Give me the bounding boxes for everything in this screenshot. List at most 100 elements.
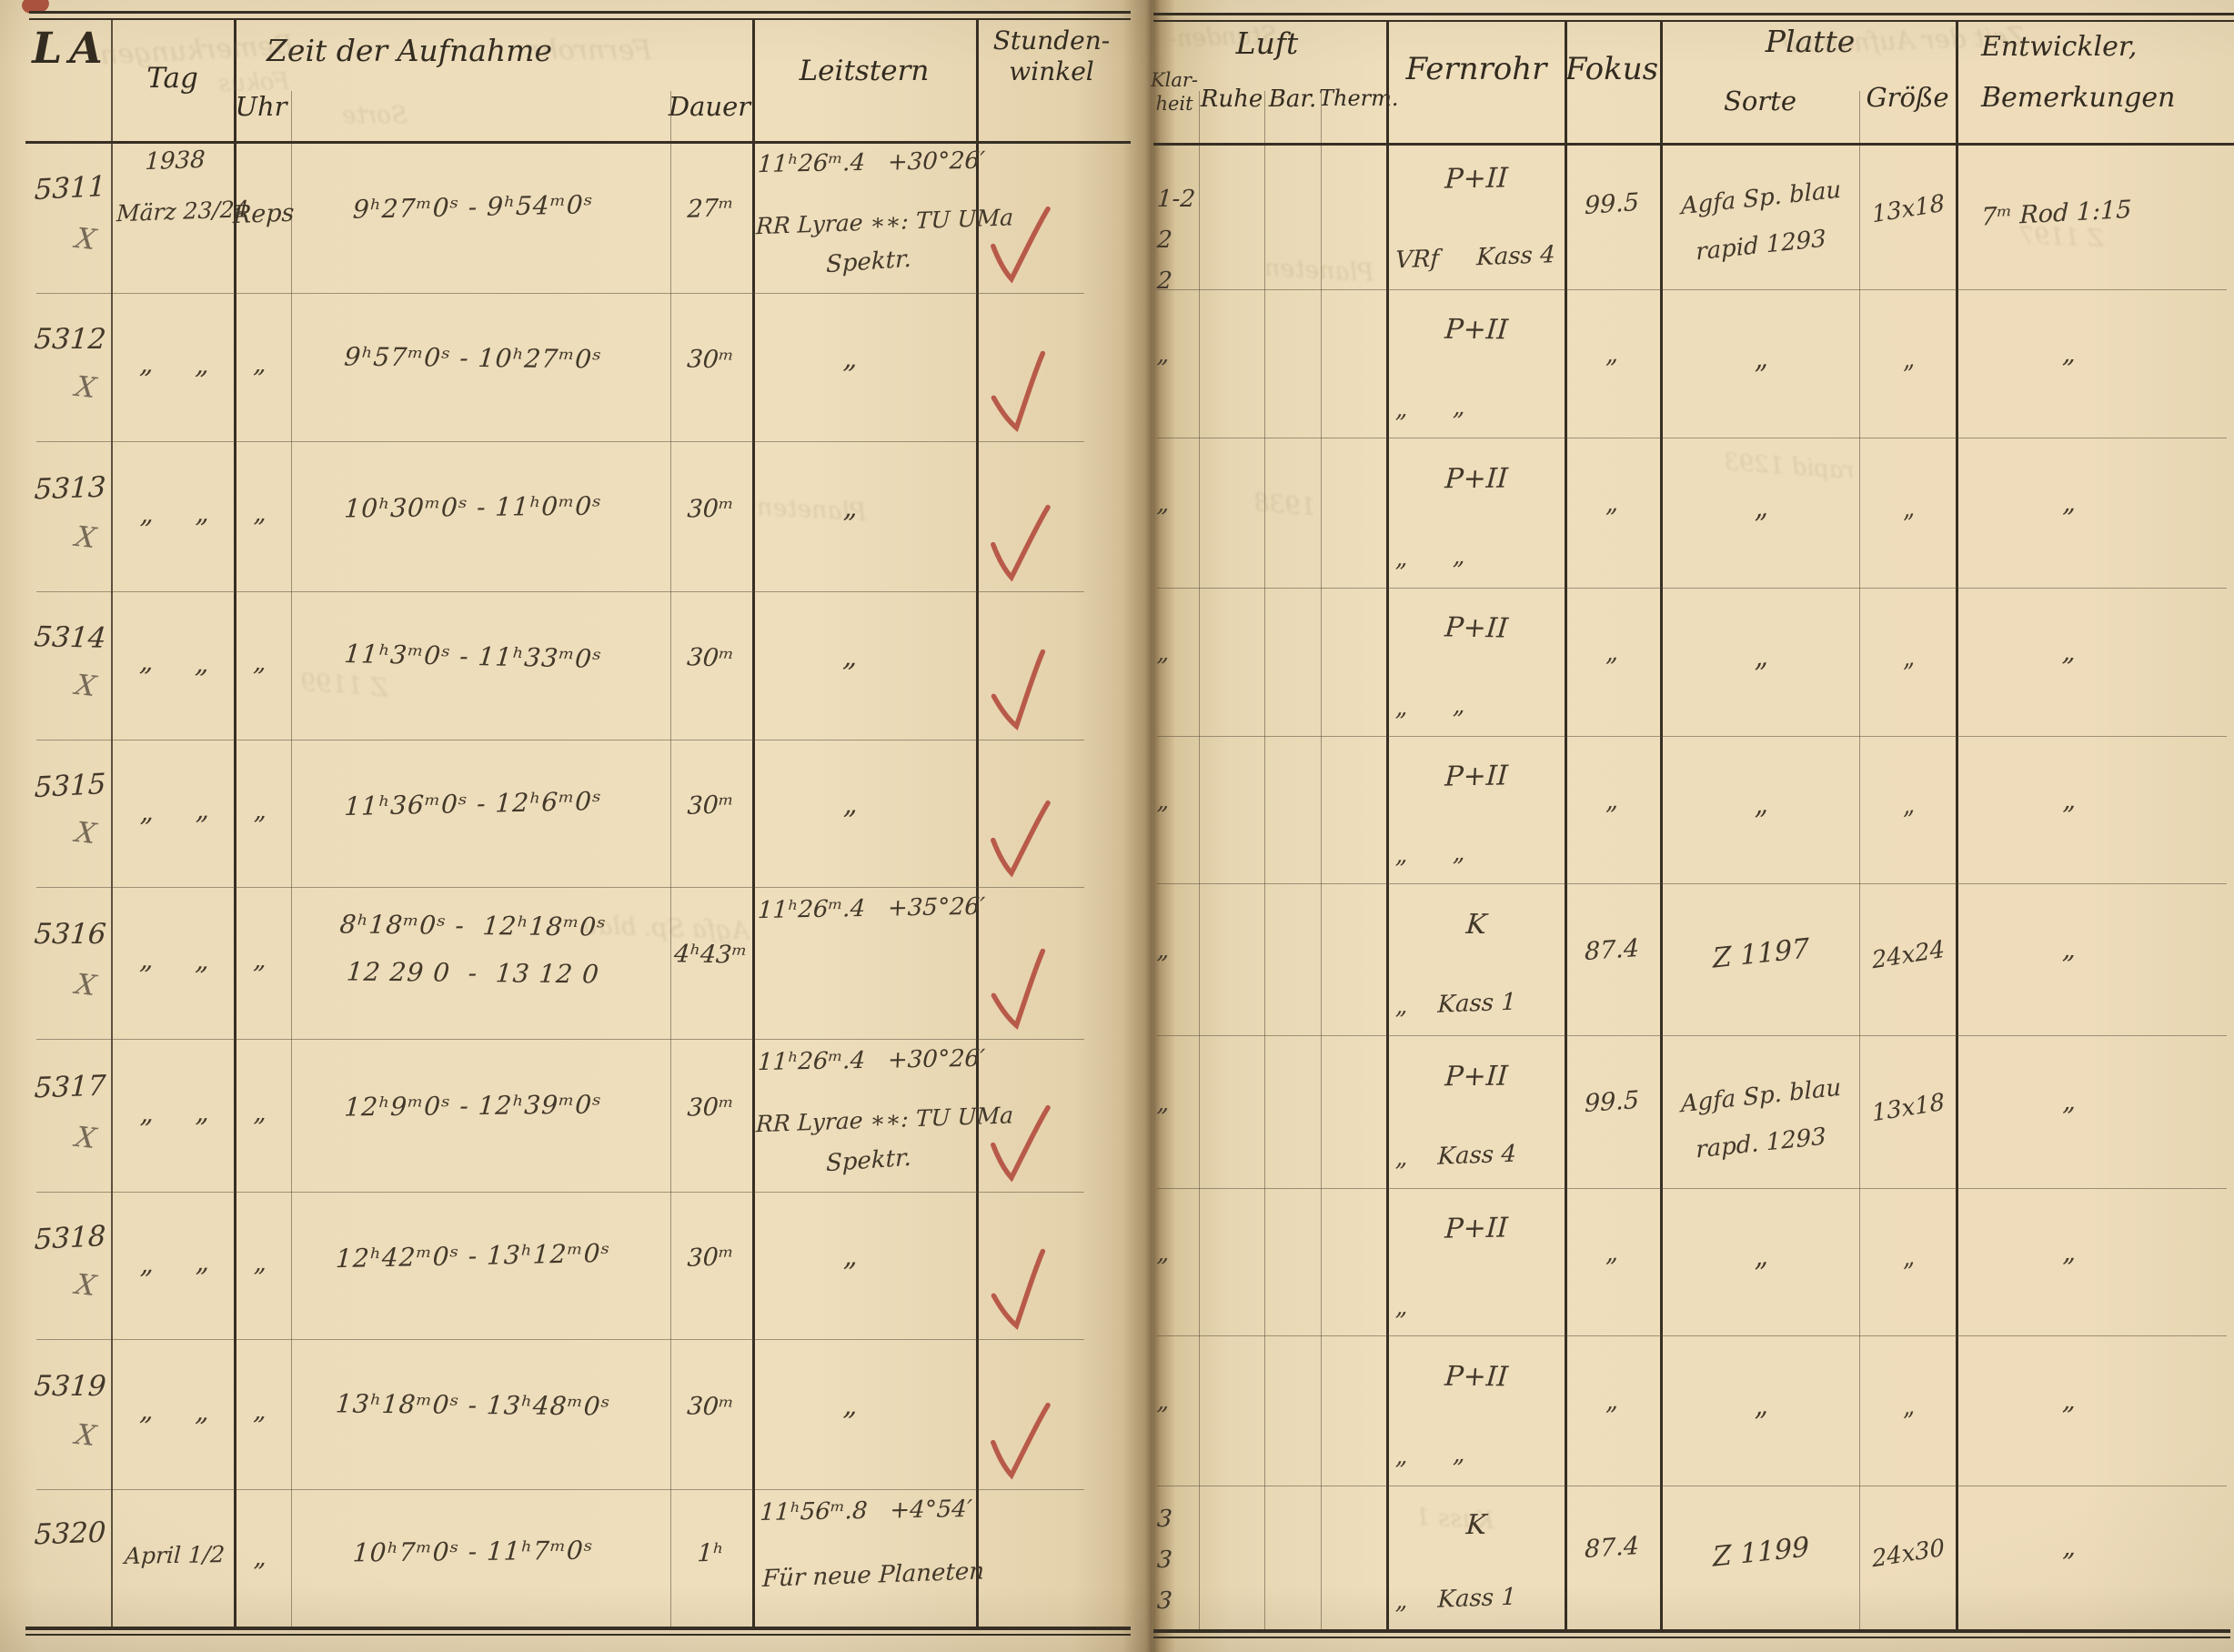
right-page <box>1153 0 2234 1652</box>
column-header-zeit-der-aufnahme: Zeit der Aufnahme <box>267 33 552 68</box>
table-rule <box>1199 91 1200 1631</box>
row-5318-fokus: „ <box>1605 1238 1618 1268</box>
row-5315-leitstern-ditto: „ <box>842 788 859 821</box>
row-5319-leitstern-ditto: „ <box>841 1389 860 1422</box>
row-5316-fokus: 87.4 <box>1585 933 1639 966</box>
row-5313-fernrohr: P+II <box>1444 462 1509 496</box>
row-5316-checkmark-icon <box>981 943 1055 1036</box>
bleed-through-text: Z 1199 <box>299 668 389 703</box>
row-5311-checkmark-icon <box>982 198 1054 289</box>
row-5316-dauer: 4ʰ43ᵐ <box>672 940 749 971</box>
row-5317-number: 5317 <box>33 1069 107 1105</box>
row-5312-x-mark: X <box>73 370 99 405</box>
row-5315-klarheit-1: „ <box>1156 788 1171 816</box>
table-rule <box>1386 22 1389 1631</box>
row-5316-zeit-1: 8ʰ18ᵐ0ˢ - 12ʰ18ᵐ0ˢ <box>338 909 608 942</box>
row-5314-checkmark-icon <box>981 644 1055 737</box>
bleed-through-text: Stunden- <box>1168 21 1278 54</box>
row-5313-zeit-1: 10ʰ30ᵐ0ˢ - 11ʰ0ᵐ0ˢ <box>343 490 603 524</box>
row-5318-tag: „ „ <box>139 1245 210 1280</box>
row-5314-uhr: „ <box>252 649 268 678</box>
row-5311-tag: März 23/24 <box>116 196 250 227</box>
column-header-leitstern: Leitstern <box>799 55 930 87</box>
table-rule <box>36 1489 1084 1491</box>
row-5318-klarheit-1: „ <box>1156 1240 1171 1268</box>
row-5314-klarheit-1: „ <box>1156 640 1171 668</box>
table-rule <box>1153 1637 2230 1638</box>
row-5312-tag: „ „ <box>138 348 211 380</box>
table-rule <box>976 20 979 1628</box>
row-5317-uhr: „ <box>253 1098 267 1127</box>
table-rule <box>36 441 1084 443</box>
column-header-dauer: Dauer <box>668 91 751 122</box>
table-rule <box>670 91 671 1628</box>
table-rule <box>36 1192 1084 1194</box>
table-rule <box>1153 1629 2230 1633</box>
table-rule <box>1157 736 2227 738</box>
row-5316-number: 5316 <box>33 918 107 952</box>
row-5319-dauer: 30ᵐ <box>686 1392 735 1422</box>
row-5311-x-mark: X <box>73 222 99 257</box>
table-rule <box>1153 20 2234 22</box>
row-5319-tag: „ „ <box>138 1395 211 1427</box>
row-5317-klarheit-1: „ <box>1156 1089 1171 1117</box>
row-5317-x-mark: X <box>73 1121 99 1155</box>
row-5313-tag: „ „ <box>139 497 210 529</box>
column-header-therm: Therm. <box>1319 86 1399 111</box>
row-5316-fernrohr-cassette: „ Kass 1 <box>1394 988 1517 1020</box>
table-rule <box>1565 22 1567 1631</box>
row-5315-number: 5315 <box>34 767 106 804</box>
row-5315-dauer: 30ᵐ <box>687 791 734 821</box>
row-5320-fernrohr: K <box>1464 1509 1488 1542</box>
table-rule <box>1859 91 1860 1631</box>
table-rule <box>1660 22 1663 1631</box>
table-rule <box>1956 22 1958 1631</box>
row-5317-dauer: 30ᵐ <box>686 1093 735 1123</box>
table-rule <box>1157 289 2227 291</box>
table-rule <box>1157 1035 2227 1037</box>
row-5319-fernrohr: P+II <box>1444 1360 1509 1394</box>
table-rule <box>29 11 1131 14</box>
row-5314-dauer: 30ᵐ <box>685 642 736 673</box>
table-rule <box>25 141 1131 144</box>
row-5320-klarheit-3: 3 <box>1156 1587 1173 1615</box>
row-5315-checkmark-icon <box>982 792 1054 883</box>
row-5313-leitstern-ditto: „ <box>842 491 859 524</box>
row-5319-checkmark-icon <box>982 1395 1054 1486</box>
column-header-luft: Luft <box>1235 25 1299 61</box>
row-5318-dauer: 30ᵐ <box>687 1243 734 1274</box>
row-5312-bemerkungen-ditto: „ <box>2061 338 2078 369</box>
column-header-bar: Bar. <box>1268 86 1317 113</box>
row-5314-bemerkungen-ditto: „ <box>2061 636 2078 668</box>
row-5312-checkmark-icon <box>981 346 1055 438</box>
row-5313-bemerkungen-ditto: „ <box>2061 487 2078 519</box>
row-5316-x-mark: X <box>73 968 99 1002</box>
row-5320-klarheit-2: 3 <box>1156 1546 1173 1574</box>
row-5312-fernrohr-cassette: „ „ <box>1394 393 1466 424</box>
row-5312-uhr: „ <box>252 350 268 379</box>
row-5317-checkmark-icon <box>982 1097 1054 1188</box>
column-header-fernrohr: Fernrohr <box>1405 51 1547 87</box>
row-5311-klarheit-3: 2 <box>1156 267 1173 296</box>
table-rule <box>1264 91 1265 1631</box>
column-header-klarheit-line1: Klar- <box>1150 69 1199 91</box>
row-5318-fernrohr: P+II <box>1444 1212 1509 1245</box>
row-5313-x-mark: X <box>73 520 99 555</box>
row-5316-uhr: „ <box>252 946 268 975</box>
bleed-through-text: Planeten <box>1263 253 1375 288</box>
column-header-stundenwinkel-line1: Stunden- <box>992 25 1111 55</box>
bleed-through-text: Fokus <box>217 67 290 98</box>
row-5311-fernrohr: P+II <box>1444 162 1509 196</box>
table-rule <box>36 887 1084 889</box>
row-5313-dauer: 30ᵐ <box>686 494 735 524</box>
row-5315-x-mark: X <box>73 816 99 851</box>
table-rule <box>1321 91 1322 1631</box>
row-5317-zeit-1: 12ʰ9ᵐ0ˢ - 12ʰ39ᵐ0ˢ <box>343 1089 603 1123</box>
row-5316-bemerkungen-ditto: „ <box>2061 933 2078 964</box>
row-5315-tag: „ „ <box>139 793 210 828</box>
column-header-tag: Tag <box>146 62 198 95</box>
row-5315-fokus: „ <box>1605 786 1618 816</box>
column-header-ruhe: Ruhe <box>1200 86 1263 113</box>
row-5320-dauer: 1ʰ <box>696 1538 725 1567</box>
